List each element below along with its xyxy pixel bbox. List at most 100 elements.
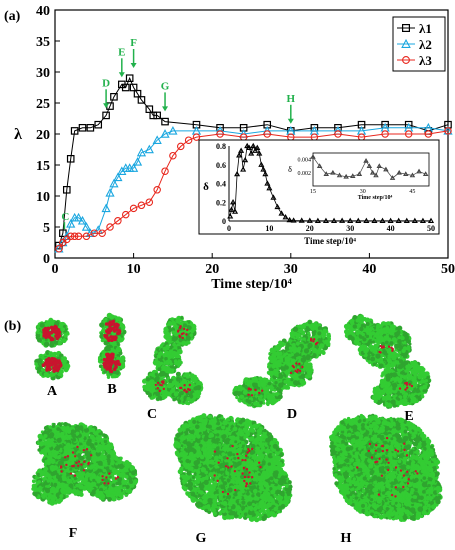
legend-label: λ3: [419, 53, 432, 68]
data-point: [145, 198, 154, 206]
core-particle: [301, 365, 304, 369]
shell-particle: [385, 376, 391, 382]
shell-particle: [106, 375, 111, 379]
shell-particle: [191, 374, 195, 378]
shell-particle: [53, 340, 59, 345]
shell-particle: [165, 359, 171, 366]
shell-particle: [293, 380, 299, 386]
data-point: [70, 127, 79, 135]
data-point: [153, 186, 161, 194]
core-particle: [156, 381, 160, 385]
panel-b-label: (b): [4, 319, 21, 334]
shell-particle: [311, 327, 315, 331]
shell-particle: [296, 366, 300, 369]
shell-particle: [384, 321, 388, 326]
inset-data-point: [387, 217, 394, 223]
data-point: [55, 244, 63, 253]
shell-particle: [352, 324, 357, 329]
core-particle: [52, 357, 57, 361]
shell-particle: [276, 362, 282, 368]
shell-particle: [322, 335, 326, 339]
shell-particle: [387, 356, 391, 359]
data-point: [145, 105, 154, 114]
shell-particle: [290, 358, 296, 364]
shell-particle: [296, 347, 301, 353]
data-point: [177, 142, 185, 151]
inset-data-point: [306, 217, 313, 223]
shell-particle: [100, 332, 103, 336]
shell-particle: [265, 386, 269, 390]
shell-particle: [119, 337, 124, 343]
core-particle: [296, 368, 300, 371]
shell-particle: [394, 332, 398, 336]
core-particle: [188, 383, 191, 387]
shell-particle: [63, 367, 69, 373]
shell-particle: [185, 335, 191, 341]
shell-particle: [243, 377, 249, 383]
shell-particle: [39, 322, 45, 328]
shell-particle: [410, 370, 415, 375]
shell-particle: [380, 383, 385, 389]
shell-particle: [171, 336, 178, 342]
shell-particle: [388, 360, 393, 364]
core-particle: [55, 364, 60, 368]
data-point: [78, 123, 87, 132]
core-particle: [178, 326, 182, 330]
zoom-data-point: [396, 169, 402, 175]
core-particle: [176, 330, 180, 333]
core-particle: [410, 384, 414, 388]
inset-x-tick-label: 50: [427, 224, 435, 233]
core-particle: [49, 360, 53, 364]
core-particle: [47, 356, 51, 361]
panel-a-label: (a): [4, 9, 21, 24]
shell-particle: [350, 336, 355, 341]
zoom-data-point: [383, 166, 389, 172]
shell-particle: [368, 361, 372, 365]
shell-particle: [36, 325, 40, 329]
shell-particle: [391, 328, 396, 333]
inset-data-point: [256, 150, 263, 156]
shell-particle: [372, 362, 377, 367]
shell-particle: [412, 396, 417, 402]
x-axis-label: Time step/10⁴: [211, 277, 292, 292]
shell-particle: [387, 337, 392, 342]
inset-data-point: [266, 184, 273, 191]
shell-particle: [375, 353, 381, 359]
core-particle: [185, 333, 188, 336]
shell-particle: [383, 368, 389, 374]
shell-particle: [43, 372, 49, 378]
shell-particle: [355, 330, 361, 335]
shell-particle: [179, 391, 184, 396]
shell-particle: [290, 333, 295, 338]
data-point: [74, 232, 83, 241]
data-point: [133, 89, 142, 98]
shell-particle: [319, 343, 325, 348]
annotation-label: G: [161, 80, 170, 92]
snapshot-f: F: [31, 422, 139, 541]
annotation-arrowhead: [118, 72, 125, 78]
shell-particle: [307, 320, 312, 325]
y-tick-label: 5: [43, 221, 50, 236]
shell-particle: [404, 335, 410, 340]
annotation: H: [287, 93, 296, 124]
shell-particle: [355, 318, 360, 323]
shell-particle: [121, 355, 125, 358]
shell-particle: [284, 356, 291, 362]
shell-particle: [426, 375, 430, 380]
core-particle: [53, 324, 57, 329]
core-particle: [108, 362, 113, 366]
core-particle: [179, 386, 182, 390]
x-tick-label: 20: [205, 262, 219, 277]
y-tick-label: 0: [43, 252, 50, 267]
shell-particle: [390, 399, 396, 405]
shell-particle: [34, 362, 38, 366]
shell-particle: [177, 348, 183, 355]
zoom-x-axis-label: Time step/10⁴: [358, 195, 393, 201]
snapshot-b: B: [97, 312, 127, 397]
shell-particle: [349, 318, 355, 324]
core-particle: [114, 362, 118, 366]
inset-data-point: [228, 206, 235, 212]
shell-particle: [397, 373, 401, 377]
shell-particle: [175, 371, 181, 377]
core-particle: [105, 352, 109, 357]
